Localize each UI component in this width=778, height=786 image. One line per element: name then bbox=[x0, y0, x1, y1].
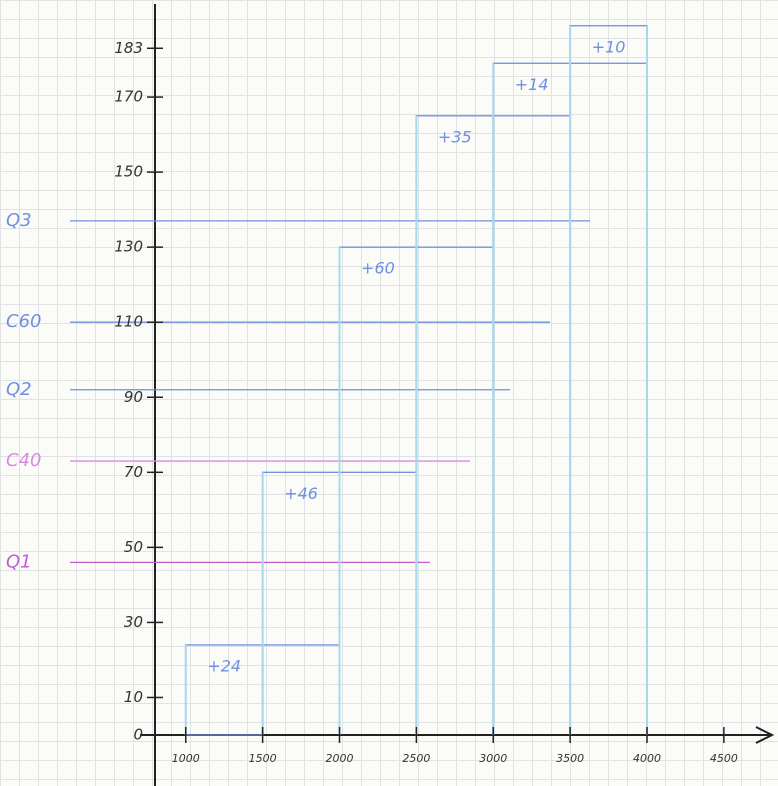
x-tick-label: 3000 bbox=[479, 752, 507, 765]
value-label: +46 bbox=[284, 484, 318, 503]
x-tick-label: 2000 bbox=[326, 752, 354, 765]
y-tick-label: 183 bbox=[114, 39, 143, 57]
chart: Q1 C40 Q2 C60 Q3 +24 +46 +60 +35 +14 +10 0 10 30 50 70 9… bbox=[0, 0, 778, 786]
y-tick-label: 10 bbox=[124, 688, 143, 706]
y-tick-label: 70 bbox=[124, 463, 143, 481]
y-tick-label: 170 bbox=[114, 88, 143, 106]
y-tick-label: 130 bbox=[114, 238, 143, 256]
y-tick-label: 150 bbox=[114, 163, 143, 181]
x-tick-label: 4500 bbox=[710, 752, 738, 765]
value-label: +60 bbox=[361, 259, 395, 278]
y-tick-label: 30 bbox=[124, 613, 143, 631]
x-tick-label: 2500 bbox=[402, 752, 430, 765]
x-tick-label: 1000 bbox=[172, 752, 200, 765]
page: {"chart_data": { "type": "step", "bins":… bbox=[0, 0, 778, 786]
y-tick-label: 0 bbox=[133, 726, 143, 744]
reference-label: Q3 bbox=[6, 210, 32, 231]
value-label: +10 bbox=[592, 37, 626, 56]
x-tick-label: 4000 bbox=[633, 752, 661, 765]
value-label: +24 bbox=[207, 656, 241, 675]
reference-label: C40 bbox=[6, 450, 41, 471]
reference-label: Q2 bbox=[6, 379, 32, 400]
y-tick-label: 110 bbox=[114, 313, 143, 331]
x-tick-label: 1500 bbox=[249, 752, 277, 765]
y-tick-label: 50 bbox=[124, 538, 143, 556]
value-label: +35 bbox=[438, 127, 472, 146]
reference-label: C60 bbox=[6, 311, 41, 332]
step bbox=[340, 247, 417, 472]
y-tick-label: 90 bbox=[124, 388, 143, 406]
value-label: +14 bbox=[515, 75, 549, 94]
reference-label: Q1 bbox=[6, 551, 32, 572]
x-tick-label: 3500 bbox=[556, 752, 584, 765]
